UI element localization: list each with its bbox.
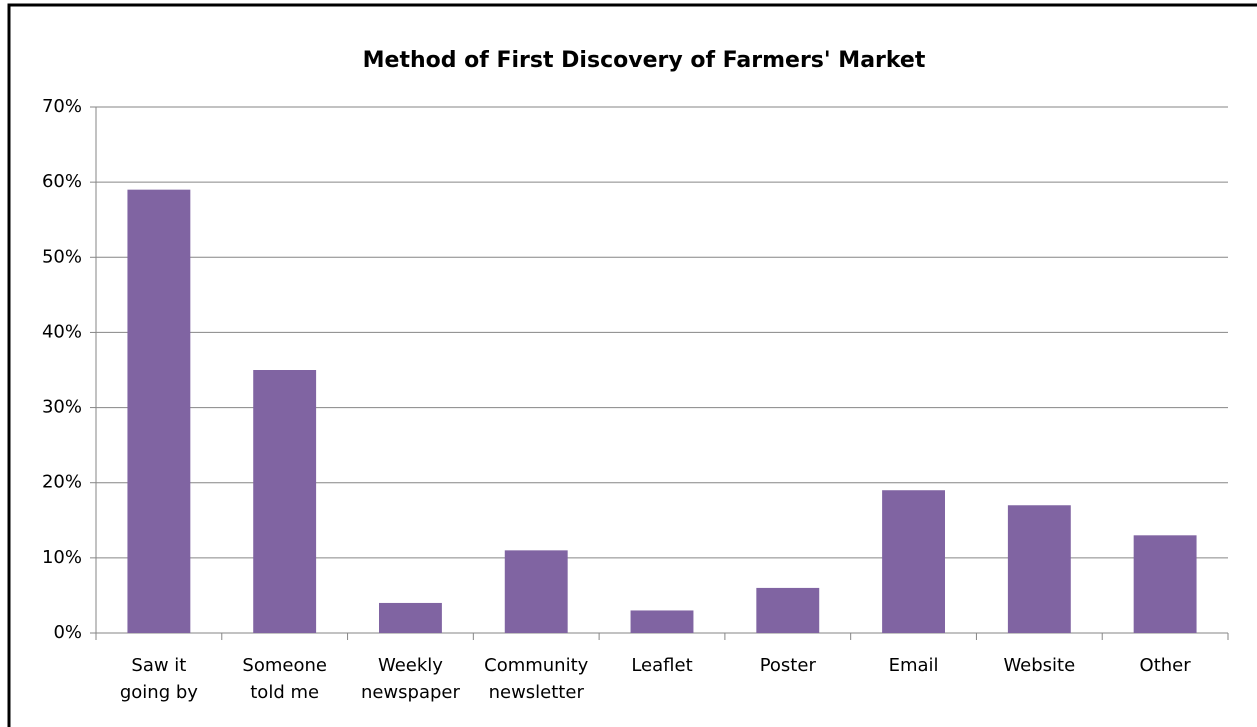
x-tick-label: Website <box>1003 655 1075 676</box>
y-tick-label: 20% <box>42 472 82 493</box>
bar <box>1133 535 1197 633</box>
chart-border <box>7 3 1257 727</box>
bar <box>1007 505 1071 633</box>
y-tick-label: 30% <box>42 397 82 418</box>
bar <box>756 587 820 633</box>
y-tick-label: 60% <box>42 171 82 192</box>
bar <box>630 610 694 633</box>
y-tick-label: 40% <box>42 321 82 342</box>
y-tick-label: 50% <box>42 246 82 267</box>
y-tick-label: 0% <box>53 622 82 643</box>
x-tick-label: Someone told me <box>242 655 327 703</box>
bar <box>504 550 568 633</box>
bar <box>882 490 945 633</box>
x-tick-label: Poster <box>760 655 817 676</box>
bar <box>253 370 317 633</box>
y-tick-label: 10% <box>42 547 82 568</box>
x-tick-label: Weekly newspaper <box>361 655 461 703</box>
x-tick-label: Saw it going by <box>120 655 198 703</box>
x-tick-label: Community newsletter <box>484 655 589 703</box>
x-tick-label: Leaflet <box>631 655 692 676</box>
x-tick-label: Other <box>1140 655 1192 676</box>
chart-title: Method of First Discovery of Farmers' Ma… <box>363 48 926 73</box>
bar <box>127 189 191 633</box>
bar <box>379 602 442 633</box>
y-tick-label: 70% <box>42 96 82 117</box>
x-tick-label: Email <box>889 655 939 676</box>
